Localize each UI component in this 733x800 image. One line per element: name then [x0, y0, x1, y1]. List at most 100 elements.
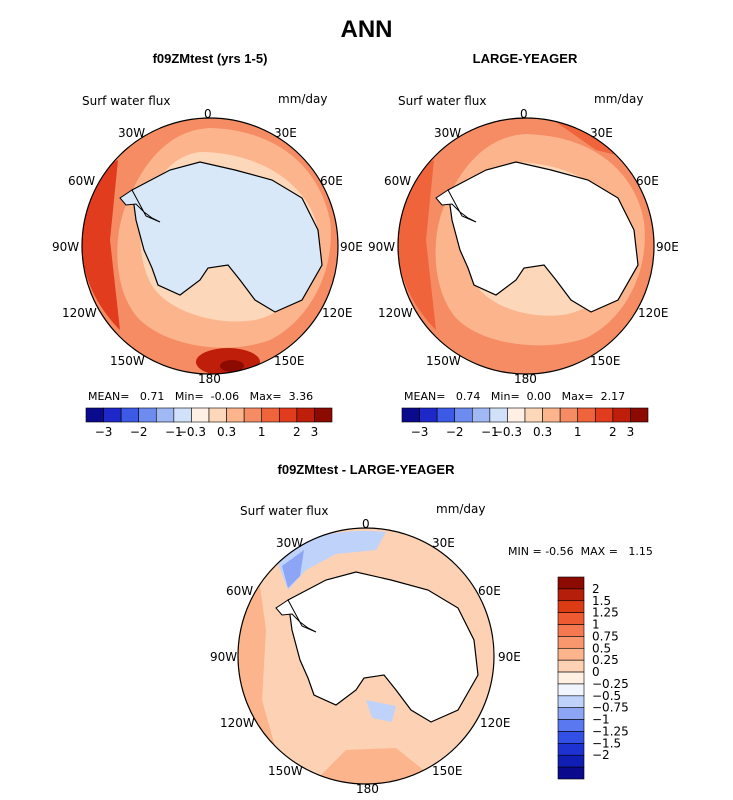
colorbar-swatch [557, 636, 585, 649]
colorbar-tick-label: 1 [574, 425, 582, 439]
colorbar-tick-label: 0 [592, 665, 600, 679]
map-border [237, 527, 495, 785]
lon-label: 30E [590, 126, 613, 140]
colorbar-tick-label: 0.3 [217, 425, 236, 439]
lon-label: 30E [274, 126, 297, 140]
colorbar-diff: 21.51.2510.750.50.250−0.25−0.5−0.75−1−1.… [557, 576, 629, 780]
colorbar-swatch [557, 659, 585, 673]
colorbar-tick-label: 1.5 [592, 594, 611, 608]
colorbar-swatch [557, 671, 585, 685]
map-border [397, 117, 655, 375]
colorbar-tick-label: 2 [293, 425, 301, 439]
lon-label: 60E [320, 174, 343, 188]
colorbar-swatch [278, 407, 298, 423]
lon-label: 60W [226, 584, 254, 598]
colorbar-tick-label: −2 [446, 425, 464, 439]
polar-map-diff [237, 527, 495, 785]
antarctica-landmass [287, 571, 479, 723]
colorbar-tick-label: 2 [592, 582, 600, 596]
colorbar-swatch [557, 719, 585, 732]
panel-title-obs: LARGE-YEAGER [472, 51, 578, 66]
lon-label: 120E [638, 306, 669, 320]
colorbar-tick-label: −1.25 [592, 724, 629, 738]
colorbar-swatch [524, 407, 543, 423]
lon-label: 30W [434, 126, 462, 140]
units-label-diff: mm/day [436, 502, 486, 516]
lon-label: 90W [368, 240, 396, 254]
colorbar-swatch [594, 407, 614, 423]
colorbar-tick-label: 2 [609, 425, 617, 439]
antarctic-peninsula [119, 189, 161, 223]
colorbar-swatch [557, 600, 585, 613]
colorbar-swatch [557, 743, 585, 756]
colorbar-tick-label: 0.75 [592, 629, 619, 643]
antarctica-landmass [131, 161, 323, 313]
colorbar-tick-label: 0.3 [533, 425, 552, 439]
colorbar-swatch [208, 407, 227, 423]
colorbar-swatch [85, 407, 104, 423]
colorbar-tick-label: −2 [130, 425, 148, 439]
colorbar-swatch [557, 624, 585, 637]
colorbar-swatch [612, 407, 631, 423]
colorbar-tick-label: −0.5 [592, 689, 621, 703]
colorbar-tick-label: −2 [592, 748, 610, 762]
stats-line-test: MEAN= 0.71 Min= -0.06 Max= 3.36 [88, 390, 314, 403]
negative-anomaly [282, 550, 304, 588]
colorbar-swatch [630, 407, 649, 423]
lon-label: 150E [274, 354, 305, 368]
units-label-test: mm/day [278, 92, 328, 106]
colorbar-swatch [489, 407, 508, 423]
lon-label: 150E [432, 764, 463, 778]
colorbar-swatch [191, 407, 210, 423]
colorbar-swatch [557, 766, 585, 780]
lon-label: 30E [432, 536, 455, 550]
colorbar-swatch [507, 407, 526, 423]
field-label-diff: Surf water flux [240, 504, 329, 518]
negative-anomaly [276, 530, 386, 590]
colorbar-tick-label: −1 [165, 425, 183, 439]
colorbar-tick-label: −3 [95, 425, 113, 439]
lon-label: 180 [356, 782, 379, 796]
panel-title-test: f09ZMtest (yrs 1-5) [152, 51, 268, 66]
colorbar-swatch [261, 407, 280, 423]
colorbar-swatch [120, 407, 140, 423]
colorbar-swatch [314, 407, 333, 423]
colorbar-swatch [557, 588, 585, 602]
colorbar-swatch [243, 407, 263, 423]
field-label-obs: Surf water flux [398, 94, 487, 108]
polar-map-test [81, 117, 339, 375]
colorbar-tick-label: 1.25 [592, 606, 619, 620]
colorbar-tick-label: −0.75 [592, 701, 629, 715]
lon-label: 0 [520, 107, 528, 121]
lon-label: 30W [276, 536, 304, 550]
colorbar-tick-label: −0.25 [592, 677, 629, 691]
lon-label: 120W [220, 716, 255, 730]
colorbar-tick-label: −0.3 [493, 425, 522, 439]
high-flux-region [398, 160, 436, 330]
lon-label: 150W [268, 764, 303, 778]
stats-line-obs: MEAN= 0.74 Min= 0.00 Max= 2.17 [404, 390, 626, 403]
colorbar-swatch [296, 407, 315, 423]
lon-label: 150W [426, 354, 461, 368]
colorbar-swatch [557, 707, 585, 720]
colorbar-swatch [577, 407, 596, 423]
lon-label: 90E [656, 240, 679, 254]
lon-label: 0 [362, 517, 370, 531]
colorbar-swatch [557, 731, 585, 744]
diff-panel-title: f09ZMtest - LARGE-YEAGER [277, 462, 455, 477]
lon-label: 120E [480, 716, 511, 730]
colorbar-test: −3 −2 −1−0.3 0.3 1 2 3 [85, 407, 333, 439]
lon-label: 90W [52, 240, 80, 254]
colorbar-tick-label: −1 [481, 425, 499, 439]
lon-label: 60W [384, 174, 412, 188]
lon-label: 30W [118, 126, 146, 140]
lon-label: 120E [322, 306, 353, 320]
lon-label: 90W [210, 650, 238, 664]
lon-label: 180 [198, 372, 221, 386]
negative-anomaly [366, 700, 396, 722]
diff-min-max: MIN = -0.56 MAX = 1.15 [508, 545, 653, 558]
colorbar-tick-label: 1 [258, 425, 266, 439]
units-label-obs: mm/day [594, 92, 644, 106]
map-border [81, 117, 339, 375]
colorbar-tick-label: 1 [592, 618, 600, 632]
